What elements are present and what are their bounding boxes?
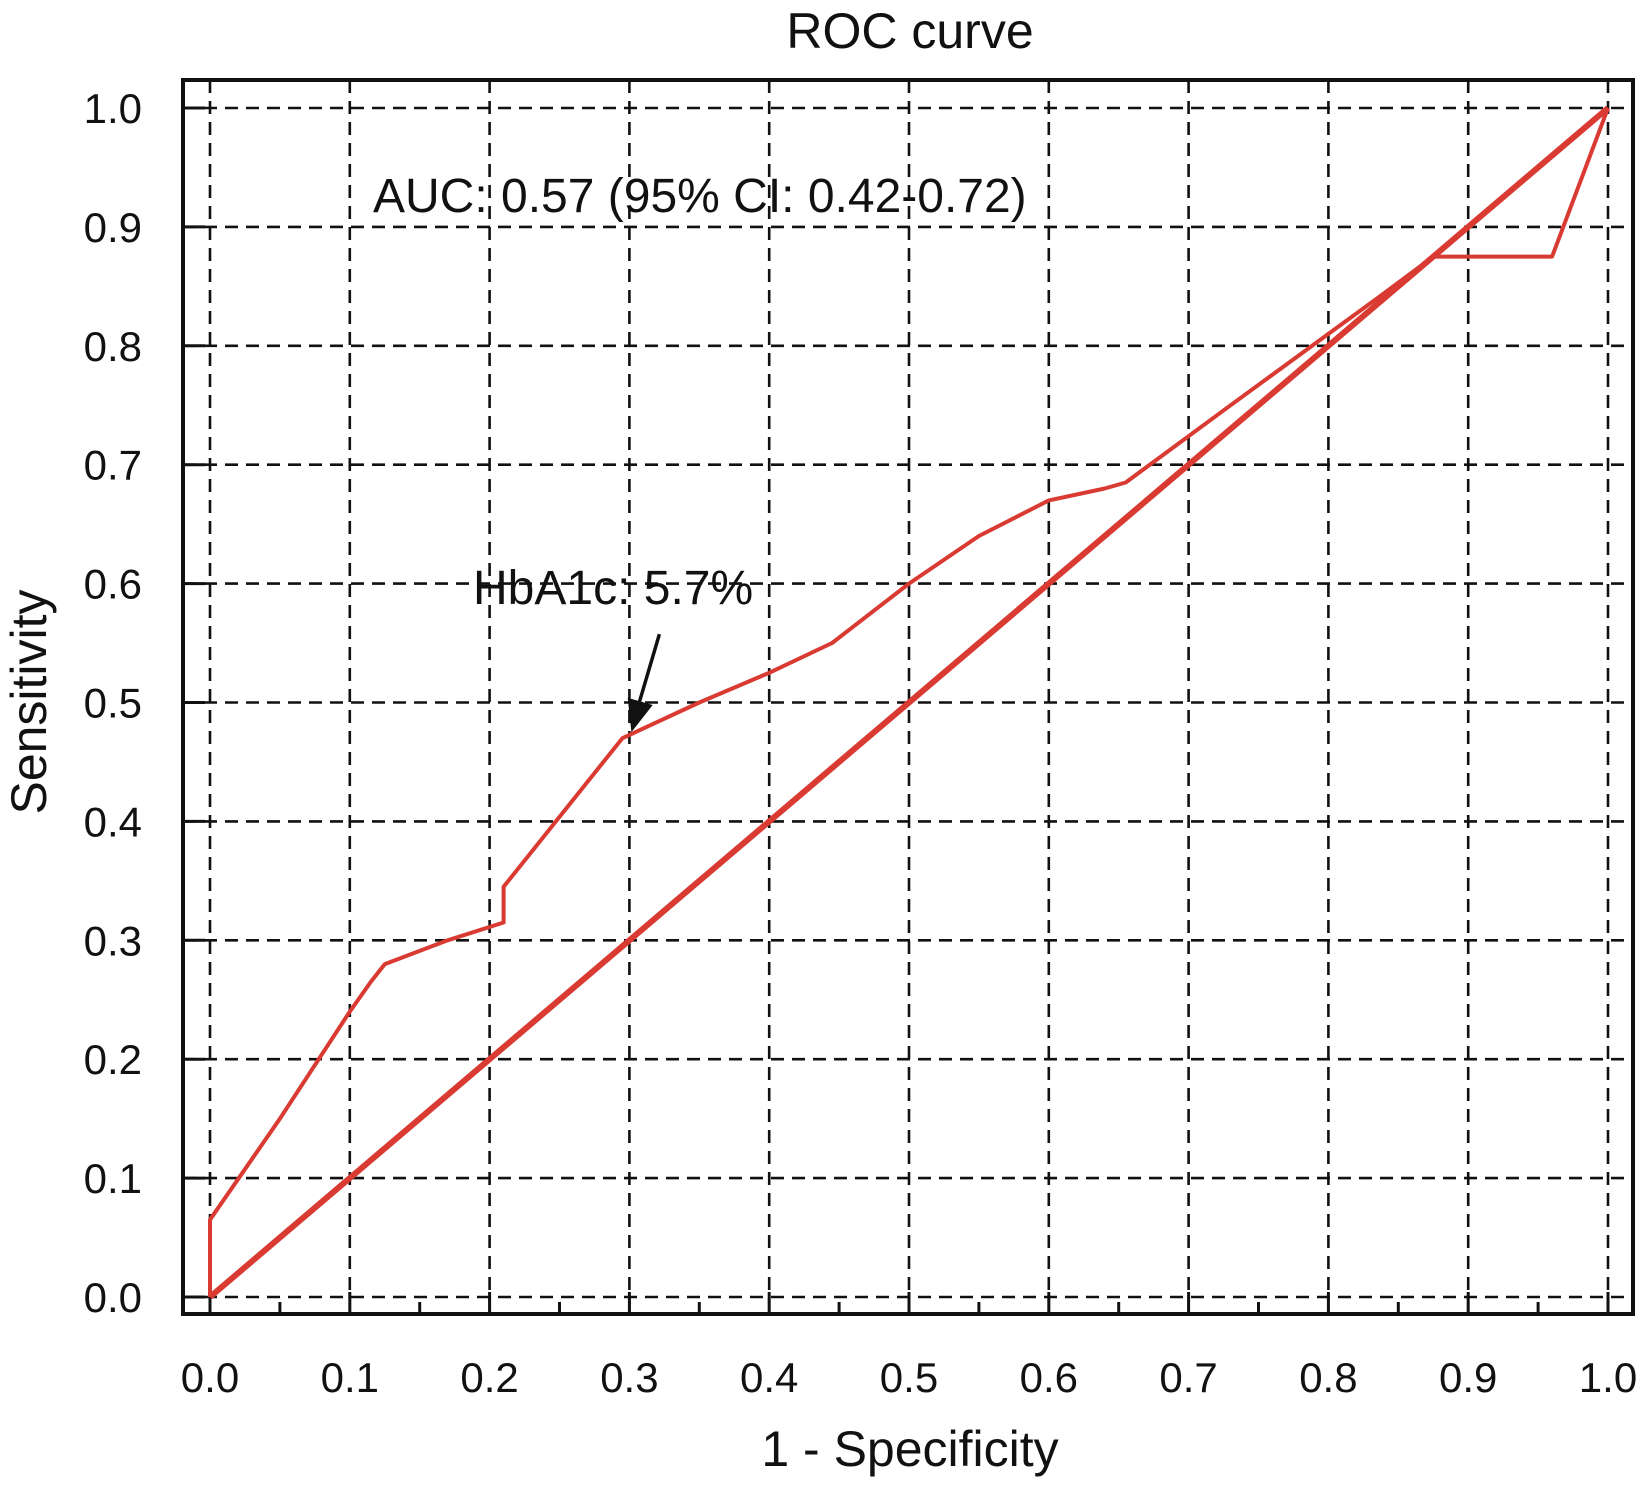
- x-tick-label-9: 0.9: [1439, 1354, 1497, 1401]
- y-axis-label: Sensitivity: [1, 589, 57, 814]
- plot-frame: [181, 78, 1635, 1316]
- x-axis-label: 1 - Specificity: [761, 1421, 1058, 1477]
- x-tick-label-2: 0.2: [460, 1354, 518, 1401]
- x-tick-label-6: 0.6: [1020, 1354, 1078, 1401]
- x-tick-label-0: 0.0: [181, 1354, 239, 1401]
- arrow-head: [627, 697, 653, 733]
- x-tick-label-5: 0.5: [880, 1354, 938, 1401]
- hba1c-arrow: [627, 633, 662, 733]
- y-tick-label-4: 0.4: [84, 798, 142, 845]
- y-tick-label-0: 0.0: [84, 1274, 142, 1321]
- y-tick-label-1: 0.1: [84, 1155, 142, 1202]
- hba1c-annotation: HbA1c: 5.7%: [473, 562, 753, 615]
- x-tick-label-3: 0.3: [600, 1354, 658, 1401]
- reference-line: [208, 105, 1610, 1300]
- y-tick-label-9: 0.9: [84, 204, 142, 251]
- arrow-shaft: [634, 633, 662, 713]
- x-tick-label-8: 0.8: [1299, 1354, 1357, 1401]
- x-tick-label-4: 0.4: [740, 1354, 798, 1401]
- y-tick-label-5: 0.5: [84, 680, 142, 727]
- y-tick-label-3: 0.3: [84, 917, 142, 964]
- y-tick-label-8: 0.8: [84, 323, 142, 370]
- tick-labels: 0.0 0.1 0.2 0.3 0.4 0.5 0.6 0.7 0.8 0.9 1.0 0.0 0.1 0…: [84, 85, 1637, 1401]
- y-tick-label-7: 0.7: [84, 442, 142, 489]
- x-tick-label-7: 0.7: [1159, 1354, 1217, 1401]
- y-tick-label-2: 0.2: [84, 1036, 142, 1083]
- y-tick-label-10: 1.0: [84, 85, 142, 132]
- chart-title: ROC curve: [786, 3, 1033, 59]
- series-group: [208, 105, 1610, 1300]
- y-tick-label-6: 0.6: [84, 561, 142, 608]
- auc-annotation: AUC: 0.57 (95% CI: 0.42-0.72): [373, 170, 1027, 223]
- x-tick-label-1: 0.1: [321, 1354, 379, 1401]
- roc-curve-line: [208, 107, 1610, 1297]
- grid: [183, 80, 1633, 1314]
- x-tick-label-10: 1.0: [1579, 1354, 1637, 1401]
